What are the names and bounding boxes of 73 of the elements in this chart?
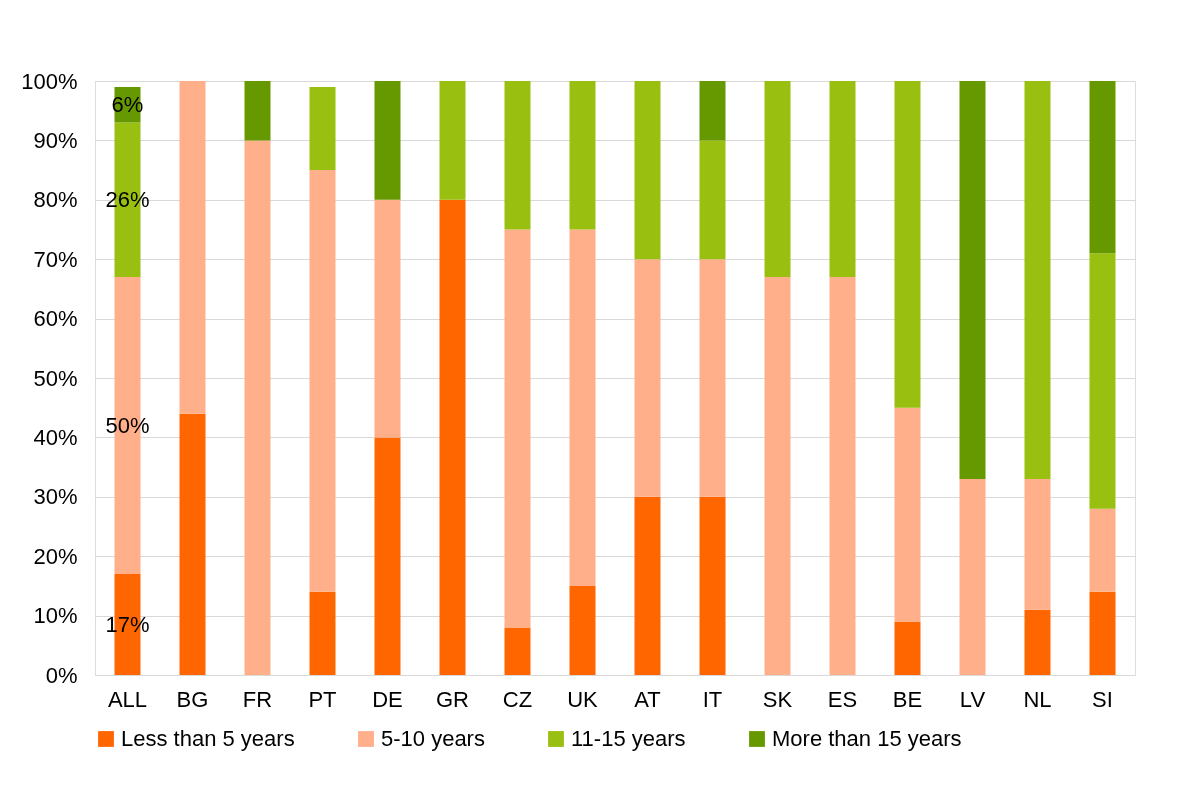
x-tick-label: AT [634, 686, 661, 712]
bar [179, 81, 206, 414]
bar [439, 199, 466, 675]
bar [179, 413, 206, 675]
bar [829, 277, 856, 675]
bar [1024, 81, 1051, 479]
x-tick-label: SI [1092, 686, 1113, 712]
legend-label: 5-10 years [381, 726, 485, 751]
bar [244, 140, 271, 675]
bar [1024, 478, 1051, 610]
x-tick-label: FR [242, 686, 273, 712]
y-tick-label: 70% [33, 246, 78, 272]
bar [309, 591, 336, 675]
y-tick-label: 80% [33, 187, 78, 213]
x-tick-label: ALL [107, 686, 148, 712]
bar [894, 81, 921, 408]
legend-label: Less than 5 years [121, 726, 295, 751]
x-tick-label: BE [892, 686, 923, 712]
bar [1089, 81, 1116, 254]
bar [699, 496, 726, 675]
x-tick-label: CZ [502, 686, 533, 712]
bar [634, 81, 661, 260]
bar [569, 229, 596, 586]
data-label: 50% [105, 412, 150, 438]
y-tick-label: 100% [21, 68, 78, 94]
x-tick-label: NL [1023, 686, 1052, 712]
bar [504, 627, 531, 675]
bar [504, 81, 531, 230]
y-tick-label: 0% [45, 662, 78, 688]
bar [374, 199, 401, 438]
x-tick-label: SK [762, 686, 793, 712]
bar [309, 86, 336, 171]
x-tick-label: IT [702, 686, 723, 712]
bar [1024, 609, 1051, 675]
bar [569, 81, 596, 230]
legend-label: More than 15 years [772, 726, 962, 751]
bar [699, 259, 726, 497]
bar [634, 496, 661, 675]
y-tick-label: 90% [33, 127, 78, 153]
bar [1089, 253, 1116, 509]
x-tick-label: ES [827, 686, 858, 712]
y-tick-label: 60% [33, 306, 78, 332]
y-tick-label: 10% [33, 603, 78, 629]
x-tick-label: GR [436, 686, 469, 712]
bar [959, 81, 986, 479]
x-tick-label: UK [567, 686, 599, 712]
bar [699, 140, 726, 260]
x-tick-label: BG [176, 686, 209, 712]
bar [894, 407, 921, 622]
x-tick-label: LV [959, 686, 986, 712]
bar [569, 585, 596, 675]
bar [439, 81, 466, 200]
y-tick-label: 20% [33, 543, 78, 569]
bar [1089, 508, 1116, 592]
bar [244, 81, 271, 141]
bar [374, 437, 401, 675]
bar [764, 81, 791, 278]
bar [504, 229, 531, 628]
y-tick-label: 40% [33, 424, 78, 450]
bar [699, 81, 726, 141]
bar [959, 478, 986, 675]
y-tick-label: 30% [33, 484, 78, 510]
y-tick-label: 50% [33, 365, 78, 391]
bar [309, 170, 336, 592]
bar [894, 621, 921, 675]
bar [374, 81, 401, 200]
legend-label: 11-15 years [571, 726, 686, 751]
x-tick-label: PT [308, 686, 337, 712]
bar [1089, 591, 1116, 675]
bar [634, 259, 661, 497]
bar [829, 81, 856, 278]
bar [764, 277, 791, 675]
x-tick-label: DE [372, 686, 403, 712]
